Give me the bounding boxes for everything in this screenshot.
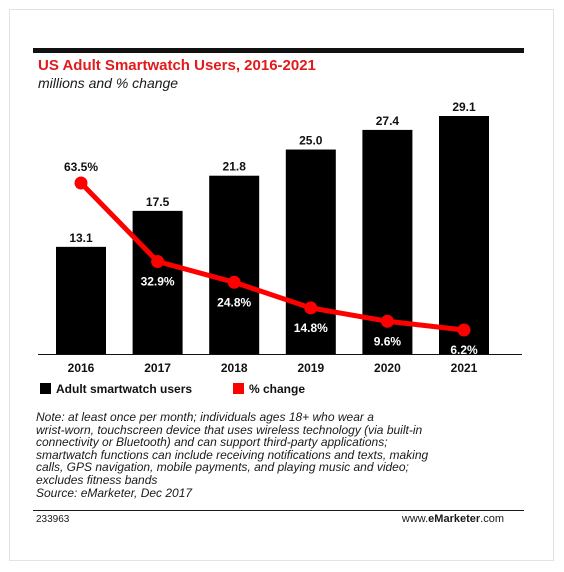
x-tick-label: 2020 xyxy=(374,361,401,375)
note-line: smartwatch functions can include receivi… xyxy=(36,447,429,462)
chart-plot: 13.1 2016 17.5 2017 21.8 2018 25.0 2019 27.4 2020… xyxy=(38,100,522,396)
bar-value-label: 13.1 xyxy=(69,231,93,245)
pct-change-label: 32.9% xyxy=(141,275,175,289)
footer-rule xyxy=(33,510,524,511)
note-line: connectivity or Bluetooth) and can suppo… xyxy=(36,435,388,450)
bar-2019 xyxy=(285,149,336,354)
pct-change-label: 6.2% xyxy=(450,343,478,357)
pct-change-point xyxy=(380,314,394,328)
bar-2016 xyxy=(56,246,106,354)
note-line: excludes fitness bands xyxy=(36,472,158,487)
x-tick-label: 2018 xyxy=(221,361,248,375)
x-tick-label: 2021 xyxy=(451,361,478,375)
brand-link[interactable]: www.eMarketer.com xyxy=(380,513,504,525)
legend-bar-swatch xyxy=(40,383,51,394)
bar-value-label: 17.5 xyxy=(146,195,170,209)
pct-change-point xyxy=(304,301,318,315)
bar-2021 xyxy=(439,116,489,354)
source-line: Source: eMarketer, Dec 2017 xyxy=(36,485,193,500)
chart-subtitle: millions and % change xyxy=(38,75,179,91)
pct-change-point xyxy=(151,255,165,269)
pct-change-label: 9.6% xyxy=(374,334,402,348)
pct-change-point xyxy=(74,176,88,190)
legend-line-label: % change xyxy=(249,382,305,396)
pct-change-point xyxy=(227,275,241,289)
bar-2018 xyxy=(209,175,260,354)
pct-change-label: 63.5% xyxy=(64,160,98,174)
pct-change-line xyxy=(78,180,467,333)
bar-value-label: 27.4 xyxy=(376,114,400,128)
bar-2017 xyxy=(132,210,183,354)
note-line: Note: at least once per month; individua… xyxy=(36,410,374,424)
chart-title: US Adult Smartwatch Users, 2016-2021 xyxy=(38,57,316,74)
bar-value-label: 25.0 xyxy=(299,134,323,148)
chart-id: 233963 xyxy=(36,514,70,525)
brand-name: eMarketer xyxy=(428,513,481,525)
pct-change-point xyxy=(457,323,471,337)
x-tick-label: 2019 xyxy=(297,361,324,375)
chart-note: Note: at least once per month; individua… xyxy=(36,411,516,499)
x-tick-label: 2016 xyxy=(68,361,95,375)
brand-suffix: .com xyxy=(480,513,504,525)
legend-bar-label: Adult smartwatch users xyxy=(56,382,192,396)
brand-prefix: www. xyxy=(401,513,429,525)
header-rule xyxy=(33,48,524,53)
bar-value-label: 29.1 xyxy=(452,100,476,114)
bar-value-label: 21.8 xyxy=(223,160,247,174)
pct-change-label: 24.8% xyxy=(217,295,251,309)
note-line: wrist-worn, touchscreen device that uses… xyxy=(36,422,423,437)
pct-change-label: 14.8% xyxy=(294,321,328,335)
legend-line-swatch xyxy=(233,383,244,394)
x-tick-label: 2017 xyxy=(144,361,171,375)
note-line: calls, GPS navigation, mobile payments, … xyxy=(36,460,409,475)
